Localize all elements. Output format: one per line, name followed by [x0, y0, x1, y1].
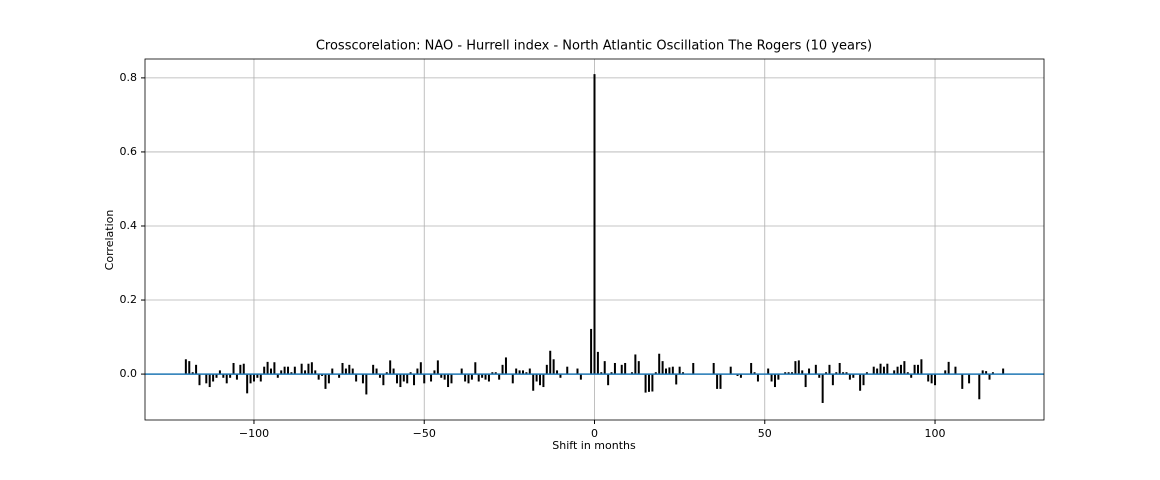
y-tick-label: 0.0 [120, 367, 138, 380]
chart-title: Crosscorelation: NAO - Hurrell index - N… [316, 39, 872, 54]
y-tick-label: 0.2 [120, 293, 138, 306]
x-tick-label: −100 [239, 427, 269, 440]
x-tick-label: 0 [591, 427, 598, 440]
y-tick-label: 0.8 [120, 71, 138, 84]
y-tick-label: 0.4 [120, 219, 138, 232]
plot-frame [144, 58, 1045, 421]
y-tick-label: 0.6 [120, 145, 138, 158]
x-tick-label: −50 [413, 427, 436, 440]
x-tick-label: 100 [925, 427, 946, 440]
y-axis-label: Correlation [103, 210, 116, 271]
x-tick-label: 50 [758, 427, 772, 440]
x-axis-label: Shift in months [552, 439, 636, 452]
